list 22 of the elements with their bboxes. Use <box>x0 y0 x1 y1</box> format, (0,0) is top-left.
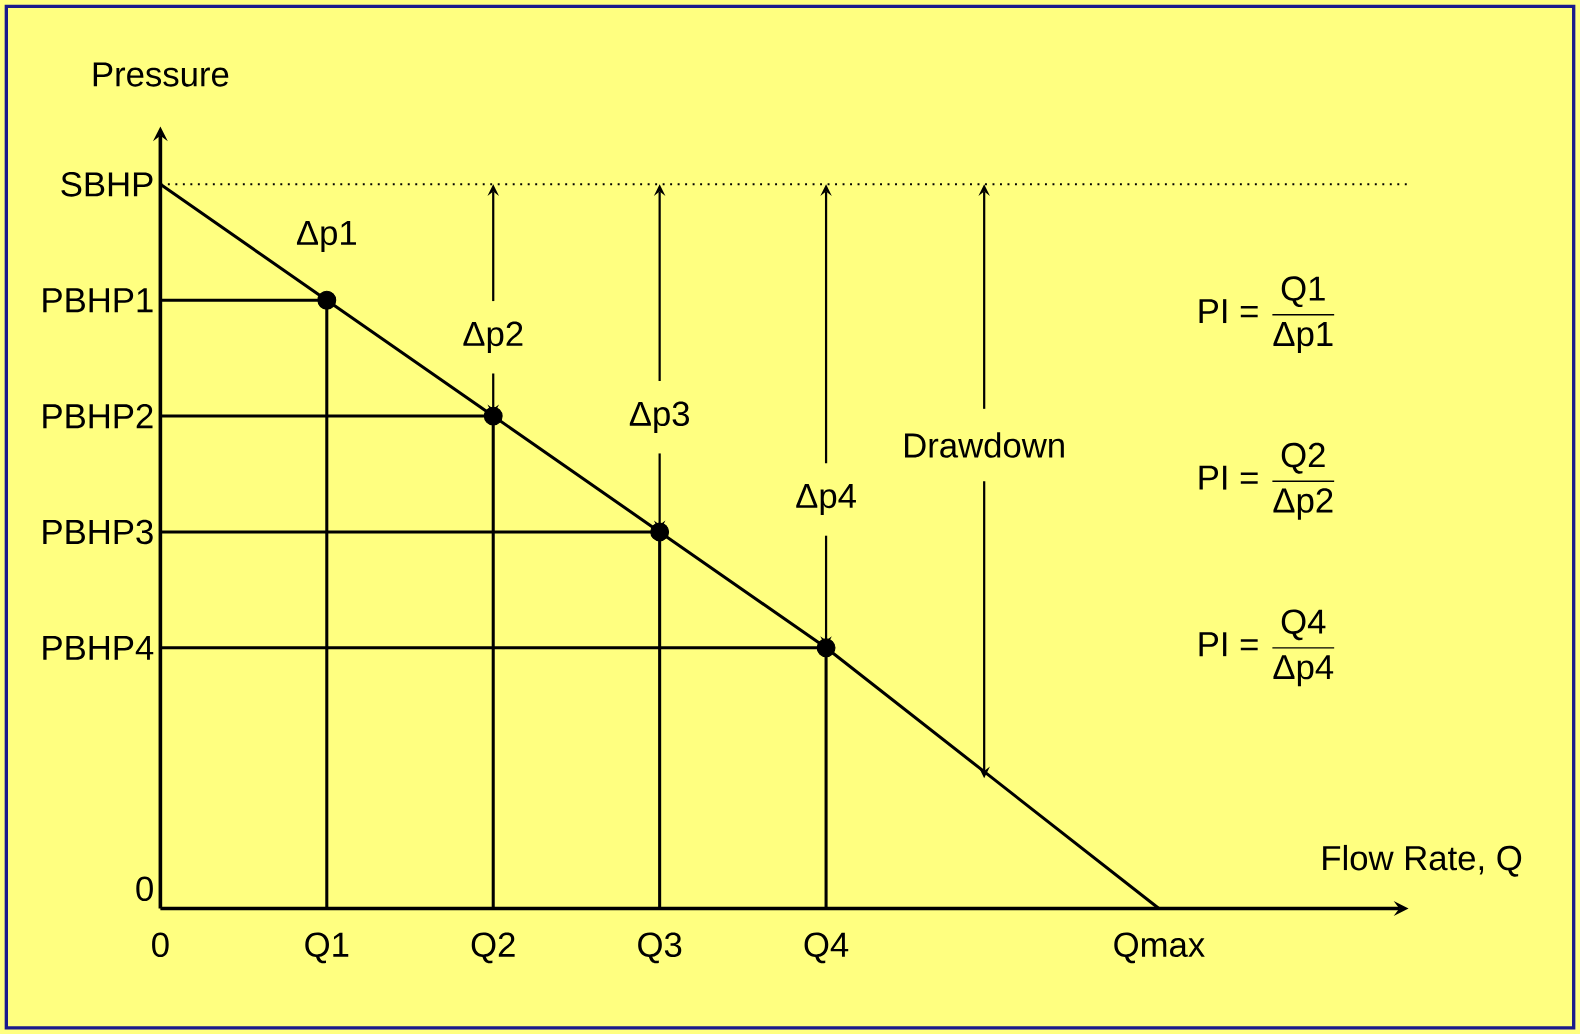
x-tick-label: Q4 <box>804 932 849 964</box>
x-axis-title: Flow Rate, Q <box>1323 844 1522 877</box>
annotation: PBHP3 <box>43 519 153 545</box>
annotation: Drawdown <box>905 432 1064 458</box>
annotation: Δp1 <box>296 220 356 252</box>
x-tick-label: Qmax <box>1114 932 1205 964</box>
annotation: Δp3 <box>629 401 689 433</box>
annotation: SBHP <box>61 172 153 197</box>
annotation: $\text{PI = }\frac{\text{Q4}}{\text{Δp4}}$ <box>1199 609 1335 687</box>
annotation: PBHP1 <box>43 288 153 313</box>
annotation: Δp4 <box>796 483 856 515</box>
annotation: $\text{PI = }\frac{\text{Q2}}{\text{Δp2}}$ <box>1199 442 1335 520</box>
annotation: $\text{PI = }\frac{\text{Q1}}{\text{Δp1}}$ <box>1199 276 1335 354</box>
annotation: PBHP2 <box>43 403 153 429</box>
x-tick-label: Q3 <box>638 932 682 964</box>
annotation: 0 <box>136 876 153 901</box>
x-tick-label: Q2 <box>471 932 515 964</box>
y-axis-title: Pressure <box>93 62 229 87</box>
annotation: Δp2 <box>463 321 523 353</box>
annotation: PBHP4 <box>43 635 154 660</box>
x-tick-label: 0 <box>152 932 169 958</box>
x-tick-label: Q1 <box>305 932 349 964</box>
